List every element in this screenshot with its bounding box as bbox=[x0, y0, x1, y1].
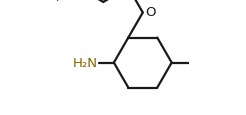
Text: H₂N: H₂N bbox=[73, 57, 98, 69]
Text: O: O bbox=[145, 6, 156, 19]
